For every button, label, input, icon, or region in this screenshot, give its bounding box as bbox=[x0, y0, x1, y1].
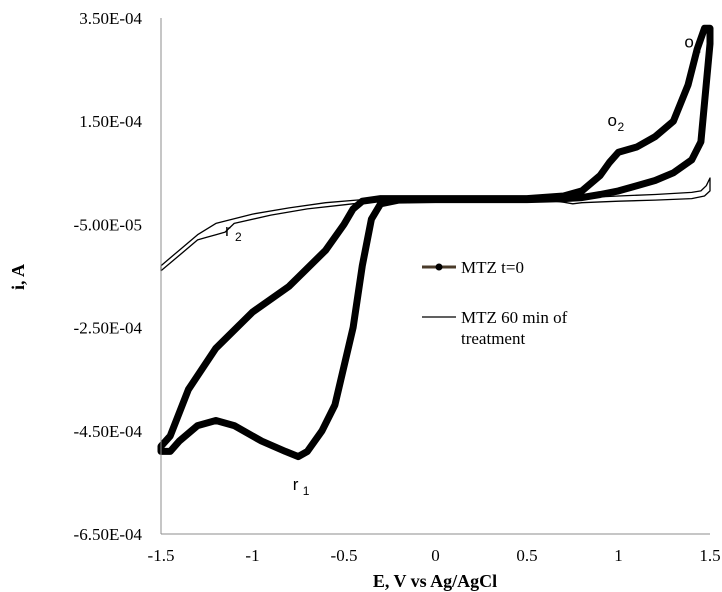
x-tick-label: 0 bbox=[431, 546, 440, 565]
x-tick-label: -1.5 bbox=[148, 546, 175, 565]
x-axis-title: E, V vs Ag/AgCl bbox=[373, 571, 497, 591]
peak-label-letter: o bbox=[684, 32, 693, 51]
x-tick-label: 1.5 bbox=[699, 546, 720, 565]
legend: MTZ t=0 MTZ 60 min of treatment bbox=[422, 258, 572, 348]
y-tick-label: 1.50E-04 bbox=[79, 112, 142, 131]
y-tick-label: -5.00E-05 bbox=[74, 215, 142, 234]
y-tick-label: -4.50E-04 bbox=[74, 422, 143, 441]
peak-label-subscript: 2 bbox=[618, 120, 625, 134]
series-line-mtz-60min bbox=[160, 177, 711, 272]
peak-label-subscript: 1 bbox=[694, 41, 701, 55]
peak-label-letter: r bbox=[293, 475, 299, 494]
series-line-mtz-t0 bbox=[157, 24, 714, 461]
legend-label-mtz-t0: MTZ t=0 bbox=[461, 258, 524, 277]
tick-labels: -1.5 -1 -0.5 0 0.5 1 1.5 3.50E-04 1.50E-04 -5.00E… bbox=[74, 9, 721, 565]
legend-label-mtz-60min: MTZ 60 min of treatment bbox=[461, 308, 572, 348]
y-axis-title: i, A bbox=[8, 264, 28, 290]
plot-area bbox=[157, 24, 714, 461]
x-tick-label: -0.5 bbox=[331, 546, 358, 565]
x-tick-label: -1 bbox=[245, 546, 259, 565]
legend-label-mtz-60min-line2: treatment bbox=[461, 329, 525, 348]
peak-annotations: o 1o 2r 2r 1 bbox=[225, 32, 701, 498]
y-tick-label: -2.50E-04 bbox=[74, 319, 143, 338]
x-tick-label: 0.5 bbox=[516, 546, 537, 565]
legend-marker-mtz-t0 bbox=[435, 263, 443, 271]
peak-label-subscript: 1 bbox=[303, 484, 310, 498]
axes bbox=[160, 18, 710, 535]
x-tick-label: 1 bbox=[614, 546, 623, 565]
y-tick-label: 3.50E-04 bbox=[79, 9, 142, 28]
legend-label-mtz-60min-line1: MTZ 60 min of bbox=[461, 308, 568, 327]
y-tick-label: -6.50E-04 bbox=[74, 525, 143, 544]
legend-item-mtz-t0: MTZ t=0 bbox=[422, 258, 524, 277]
peak-label-letter: r bbox=[225, 221, 231, 240]
peak-label-subscript: 2 bbox=[235, 230, 242, 244]
peak-label-letter: o bbox=[608, 111, 617, 130]
legend-item-mtz-60min: MTZ 60 min of treatment bbox=[422, 308, 572, 348]
